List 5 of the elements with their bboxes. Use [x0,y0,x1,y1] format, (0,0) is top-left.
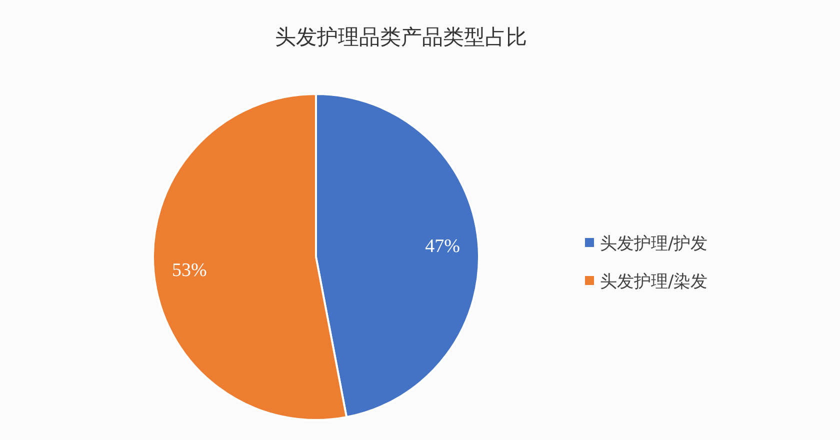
chart-title: 头发护理品类产品类型占比 [275,25,527,49]
legend-label: 头发护理/护发 [600,234,708,254]
data-label: 47% [425,236,460,258]
data-label: 53% [172,260,208,281]
legend-label: 头发护理/染发 [600,272,708,292]
